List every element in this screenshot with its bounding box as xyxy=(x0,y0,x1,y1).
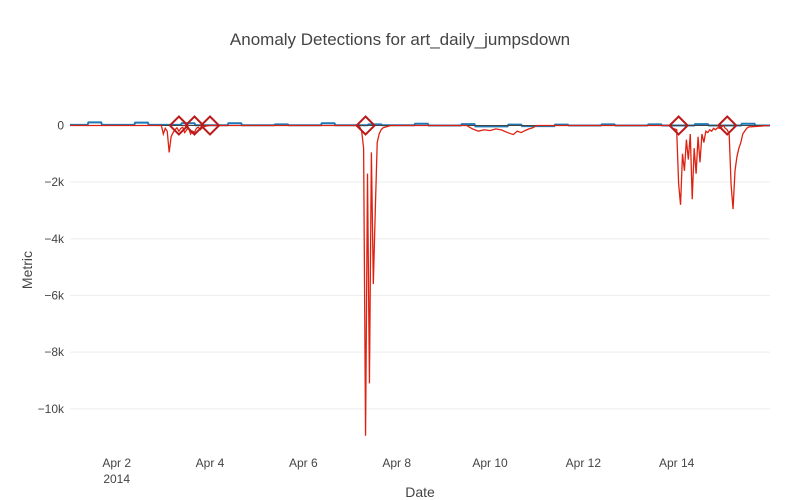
y-tick-label: 0 xyxy=(57,119,64,133)
anomaly-marker xyxy=(184,115,205,136)
x-tick-label: Apr 8 xyxy=(382,456,411,470)
x-axis-title: Date xyxy=(405,484,435,500)
y-tick-label: −8k xyxy=(44,345,65,359)
x-axis-ticks: Apr 2 2014 Apr 4 Apr 6 Apr 8 Apr 10 Apr 12 Apr … xyxy=(102,456,694,486)
x-tick-label: Apr 12 xyxy=(566,456,602,470)
anomaly-marker xyxy=(668,115,690,136)
y-tick-label: −10k xyxy=(38,402,65,416)
series-line-value xyxy=(70,121,770,128)
x-tick-label: Apr 10 xyxy=(472,456,508,470)
x-tick-label: Apr 2 xyxy=(102,456,131,470)
y-axis-title: Metric xyxy=(19,251,35,289)
anomaly-marker xyxy=(716,115,738,136)
anomaly-marker xyxy=(355,115,376,136)
plot-area[interactable] xyxy=(70,115,770,436)
y-tick-label: −4k xyxy=(44,232,65,246)
gridlines xyxy=(70,181,770,410)
x-tick-label: Apr 4 xyxy=(196,456,225,470)
anomaly-marker xyxy=(168,115,190,136)
chart-title: Anomaly Detections for art_daily_jumpsdo… xyxy=(230,30,570,49)
y-tick-label: −2k xyxy=(44,175,65,189)
y-axis-ticks: 0 −2k −4k −6k −8k −10k xyxy=(38,119,65,416)
anomaly-marker xyxy=(199,115,221,136)
x-tick-sublabel: 2014 xyxy=(103,472,130,486)
x-tick-label: Apr 14 xyxy=(659,456,695,470)
series-line-residual xyxy=(70,124,770,436)
x-tick-label: Apr 6 xyxy=(289,456,318,470)
y-tick-label: −6k xyxy=(44,289,65,303)
